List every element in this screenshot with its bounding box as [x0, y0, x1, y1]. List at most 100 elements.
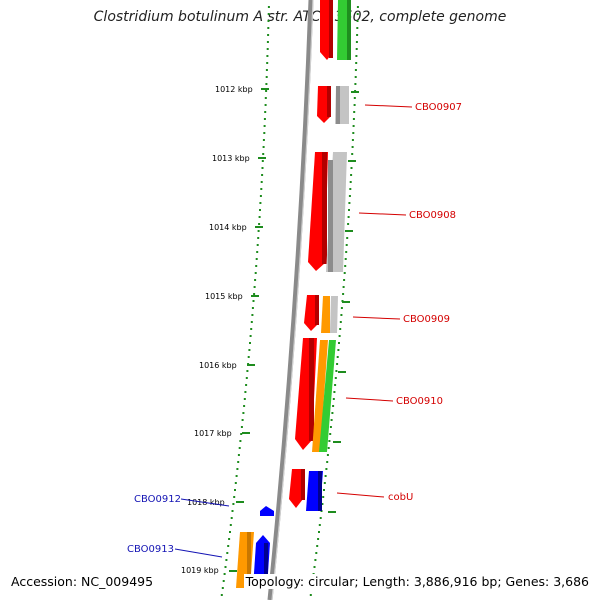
track-dot	[241, 419, 244, 421]
gene-shade	[264, 543, 268, 588]
track-dot	[240, 426, 243, 428]
track-dot	[352, 132, 355, 134]
track-dot	[229, 524, 232, 526]
track-dot	[329, 426, 332, 428]
track-dot	[240, 433, 243, 435]
track-dot	[266, 62, 269, 64]
gene-shade	[347, 0, 351, 60]
track-dot	[350, 174, 353, 176]
gene-label-cbo0908[interactable]: CBO0908	[409, 210, 456, 221]
track-dot	[345, 251, 348, 253]
track-dot	[317, 538, 320, 540]
gene-feature-blue[interactable]	[260, 506, 274, 516]
track-dot	[355, 62, 358, 64]
track-dot	[220, 594, 223, 596]
track-dot	[247, 356, 250, 358]
leader-line	[358, 212, 407, 216]
track-dot	[238, 447, 241, 449]
gene-label-cbo0910[interactable]: CBO0910	[396, 396, 443, 407]
gene-label-cobu[interactable]: cobU	[388, 492, 413, 503]
track-dot	[231, 510, 234, 512]
track-dot	[354, 69, 357, 71]
track-dot	[256, 251, 259, 253]
track-dot	[351, 146, 354, 148]
track-dot	[251, 307, 254, 309]
track-dot	[262, 153, 265, 155]
track-dot	[243, 405, 246, 407]
track-dot	[263, 118, 266, 120]
track-dot	[336, 363, 339, 365]
track-dot	[324, 475, 327, 477]
track-dot	[258, 223, 261, 225]
track-dot	[265, 83, 268, 85]
track-dot	[353, 104, 356, 106]
track-dot	[318, 524, 321, 526]
track-dot	[336, 356, 339, 358]
track-dot	[349, 188, 352, 190]
track-dot	[221, 587, 224, 589]
gene-shade	[336, 86, 340, 124]
track-dot	[250, 321, 253, 323]
track-dot	[256, 244, 259, 246]
track-dot	[338, 335, 341, 337]
tick-label: 1016 kbp	[199, 361, 237, 370]
track-dot	[264, 104, 267, 106]
gene-shade	[247, 532, 251, 588]
track-dot	[263, 132, 266, 134]
track-dot	[263, 125, 266, 127]
gene-shade	[315, 295, 319, 325]
track-dot	[338, 342, 340, 344]
gene-feature-orange[interactable]	[312, 340, 328, 452]
gene-shade	[301, 469, 305, 500]
kbp-ticks	[229, 88, 359, 572]
gene-label-cbo0907[interactable]: CBO0907	[415, 102, 462, 113]
track-dot	[264, 97, 267, 99]
track-dot	[337, 349, 340, 351]
genome-summary-text: Topology: circular; Length: 3,886,916 bp…	[243, 574, 591, 589]
track-dot	[350, 167, 353, 169]
track-dot	[316, 545, 319, 547]
track-dot	[232, 503, 235, 505]
track-dot	[323, 489, 325, 491]
label-leaders	[174, 104, 413, 558]
gene-label-cbo0912[interactable]: CBO0912	[134, 494, 181, 505]
leader-line	[345, 397, 394, 402]
accession-text: Accession: NC_009495	[9, 574, 156, 589]
track-dot	[252, 300, 255, 302]
track-dot	[347, 223, 350, 225]
track-dot	[333, 391, 336, 393]
gene-feature-orange[interactable]	[321, 296, 330, 333]
gene-feature-green[interactable]	[319, 340, 336, 452]
track-dot	[356, 34, 359, 36]
track-dot	[245, 384, 248, 386]
gene-label-cbo0909[interactable]: CBO0909	[403, 314, 450, 325]
track-dot	[246, 370, 249, 372]
track-dot	[264, 111, 267, 113]
track-dot	[348, 195, 351, 197]
track-dot	[343, 279, 346, 281]
leader-line	[180, 498, 230, 507]
track-dot	[266, 55, 269, 57]
track-dot	[353, 97, 356, 99]
track-dot	[314, 559, 317, 561]
track-dot	[262, 139, 265, 141]
track-dot	[267, 6, 270, 8]
track-dot	[249, 335, 252, 337]
track-dot	[329, 433, 332, 435]
tick-label: 1017 kbp	[194, 429, 232, 438]
track-dot	[340, 307, 343, 309]
track-dot	[323, 482, 326, 484]
track-dot	[342, 286, 345, 288]
gene-feature-grey[interactable]	[330, 296, 338, 333]
track-dot	[233, 496, 236, 498]
track-dot	[265, 76, 268, 78]
gene-label-cbo0913[interactable]: CBO0913	[127, 544, 174, 555]
leader-line	[336, 492, 385, 498]
track-dot	[340, 314, 343, 316]
track-dot	[253, 293, 256, 295]
track-dot	[224, 566, 227, 568]
track-dot	[351, 139, 354, 141]
track-dot	[244, 391, 247, 393]
track-dot	[253, 286, 256, 288]
track-dot	[327, 447, 330, 449]
